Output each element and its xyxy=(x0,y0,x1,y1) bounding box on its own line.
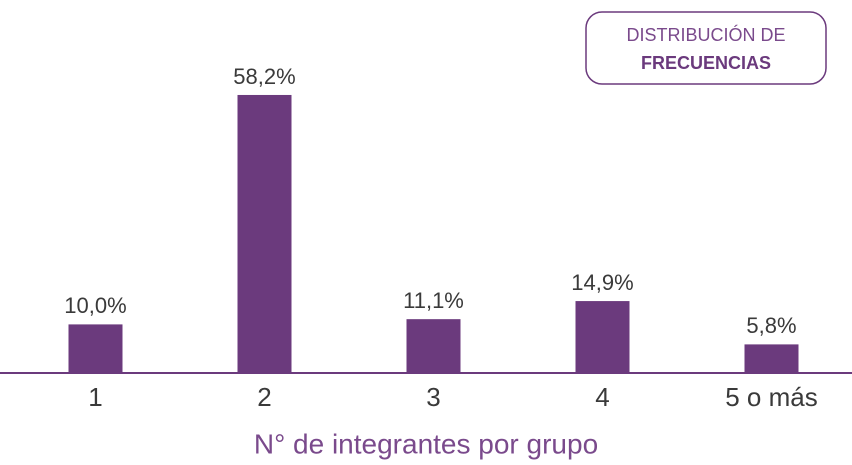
badge-line2: FRECUENCIAS xyxy=(641,53,771,73)
bar xyxy=(237,94,292,372)
x-tick-label: 5 o más xyxy=(725,382,818,412)
value-label: 5,8% xyxy=(746,313,796,338)
value-label: 58,2% xyxy=(233,64,295,89)
badge-frame xyxy=(585,11,827,85)
x-axis-label: N° de integrantes por grupo xyxy=(254,428,598,459)
x-tick-label: 2 xyxy=(257,382,271,412)
x-tick-label: 3 xyxy=(426,382,440,412)
badge-line1: DISTRIBUCIÓN DE xyxy=(626,24,785,45)
x-tick-label: 4 xyxy=(595,382,609,412)
value-label: 11,1% xyxy=(403,288,464,313)
bar xyxy=(744,344,799,372)
bar xyxy=(68,324,123,372)
bar xyxy=(575,301,630,372)
bar xyxy=(406,319,461,372)
value-label: 10,0% xyxy=(64,293,126,318)
x-tick-label: 1 xyxy=(88,382,102,412)
value-label: 14,9% xyxy=(571,270,633,295)
